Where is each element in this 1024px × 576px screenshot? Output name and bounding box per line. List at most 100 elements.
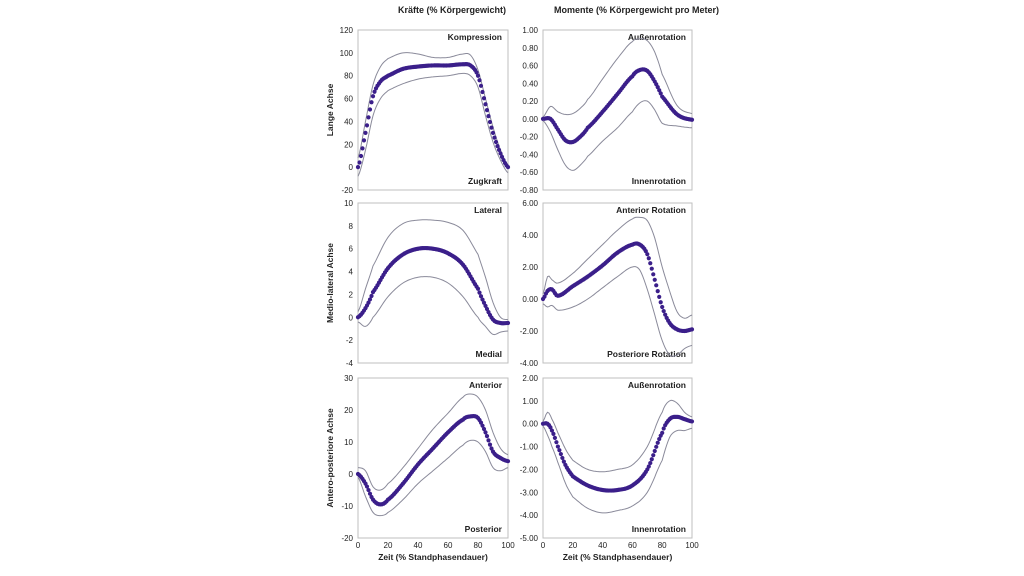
mean-point: [480, 297, 485, 302]
mean-point: [487, 442, 493, 447]
mean-point: [689, 419, 695, 424]
x-tick-label: 100: [685, 541, 699, 550]
y-tick-label: 0: [349, 163, 354, 172]
mean-point: [505, 459, 511, 464]
plot-frame: [542, 29, 693, 191]
mean-point: [548, 425, 553, 430]
x-tick-label: 60: [444, 541, 453, 550]
panel-force-long: 120 100 80 60 40 20 0 -20 Lange Achse Kompression…: [325, 26, 511, 195]
y-tick-label: -20: [341, 534, 353, 543]
band-lower-line: [542, 266, 693, 357]
mean-point: [363, 130, 368, 135]
band-lower-line: [542, 100, 693, 171]
mean-point: [484, 108, 490, 113]
mean-point: [496, 147, 502, 152]
mean-point: [366, 300, 371, 305]
band-upper-line: [357, 219, 509, 321]
mean-point: [475, 73, 481, 78]
y-axis-label: Lange Achse: [325, 83, 335, 136]
band-lower-line: [542, 425, 693, 514]
mean-point: [658, 300, 663, 305]
panel-force-ml: 10 8 6 4 2 0 -2 -4 Medio-lateral Achse Lateral Med…: [325, 199, 511, 368]
mean-point: [477, 78, 482, 83]
mean-point: [660, 430, 665, 435]
y-tick-label: 30: [344, 374, 353, 383]
x-tick-label: 80: [658, 541, 667, 550]
mean-point: [474, 70, 479, 75]
mean-point: [490, 130, 496, 135]
y-axis-label: Antero-posteriore Achse: [325, 408, 335, 508]
band-upper-line: [542, 399, 693, 473]
y-tick-label: -4.00: [520, 359, 539, 368]
mean-point: [561, 459, 566, 464]
y-tick-label: 40: [344, 117, 353, 126]
mean-point: [645, 252, 650, 257]
mean-point: [364, 123, 370, 128]
plot-frame: [357, 377, 509, 539]
mean-point: [369, 293, 374, 299]
mean-point: [689, 117, 695, 122]
mean-point: [483, 430, 488, 435]
x-tick-label: 60: [628, 541, 637, 550]
top-direction-label: Lateral: [474, 205, 502, 215]
plot-frame: [542, 202, 693, 364]
band-lower-line: [357, 72, 509, 177]
band-upper-line: [542, 38, 693, 118]
x-tick-label: 20: [384, 541, 393, 550]
y-tick-label: 2.00: [522, 263, 538, 272]
mean-point: [492, 135, 497, 140]
mean-point: [651, 453, 656, 458]
mean-point: [493, 139, 499, 145]
top-direction-label: Anterior: [469, 380, 503, 390]
y-tick-label: 8: [349, 222, 354, 231]
top-direction-label: Kompression: [448, 32, 502, 42]
mean-point: [646, 464, 651, 469]
mean-point: [505, 165, 511, 170]
y-tick-label: -2.00: [520, 465, 539, 474]
mean-point: [366, 487, 371, 493]
mean-point: [487, 119, 493, 125]
top-direction-label: Außenrotation: [628, 32, 686, 42]
y-tick-label: 1.00: [522, 26, 538, 35]
mean-point: [364, 484, 370, 489]
mean-point: [657, 436, 662, 442]
y-tick-label: 100: [340, 49, 354, 58]
panel-moment-ap: 2.00 1.00 0.00 -1.00 -2.00 -3.00 -4.00 -5.000 20…: [520, 374, 699, 562]
mean-point: [657, 294, 662, 299]
panel-moment-ml: 6.00 4.00 2.00 0.00 -2.00 -4.00 Anterior Rotat…: [520, 199, 695, 368]
y-tick-label: -0.60: [520, 168, 539, 177]
mean-point: [367, 297, 373, 302]
mean-point: [478, 83, 484, 88]
y-tick-label: 120: [340, 26, 354, 35]
series-mean: [540, 67, 695, 145]
band-lower-line: [357, 439, 509, 517]
y-tick-label: 0.00: [522, 420, 538, 429]
series-mean: [355, 413, 511, 507]
band-upper-line: [357, 393, 509, 491]
mean-point: [551, 431, 556, 436]
mean-point: [484, 434, 490, 439]
y-tick-label: 0.80: [522, 44, 538, 53]
y-tick-label: 4.00: [522, 231, 538, 240]
x-tick-label: 0: [356, 541, 361, 550]
mean-point: [495, 143, 500, 149]
y-tick-label: 0: [349, 313, 354, 322]
mean-point: [660, 304, 665, 310]
bottom-direction-label: Posterior: [465, 524, 503, 534]
mean-point: [658, 91, 663, 96]
mean-point: [661, 426, 666, 431]
mean-point: [657, 88, 662, 93]
mean-point: [481, 96, 487, 101]
mean-point: [498, 151, 503, 156]
mean-point: [483, 102, 488, 107]
y-tick-label: -0.40: [520, 150, 539, 159]
y-tick-label: 60: [344, 95, 353, 104]
mean-point: [480, 89, 485, 95]
y-tick-label: 6: [349, 245, 354, 254]
series-mean: [355, 245, 511, 326]
y-tick-label: -2.00: [520, 327, 539, 336]
mean-point: [499, 154, 505, 159]
plot-frame: [542, 377, 693, 539]
x-tick-label: 40: [598, 541, 607, 550]
bottom-direction-label: Posteriore Rotation: [607, 349, 686, 359]
